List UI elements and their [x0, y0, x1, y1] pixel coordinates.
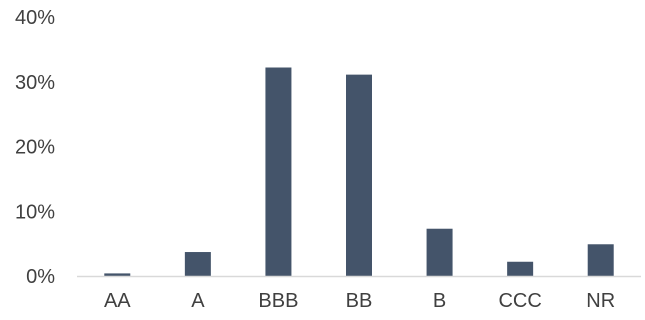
- bar-aa: [104, 273, 131, 276]
- x-tick-label: NR: [586, 290, 615, 312]
- x-tick-label: CCC: [498, 290, 541, 312]
- x-tick-label: BB: [346, 290, 373, 312]
- x-tick-label: B: [433, 290, 446, 312]
- y-tick-label: 20%: [15, 137, 55, 159]
- bar-b: [426, 228, 453, 276]
- y-axis: 0% 10% 20% 30% 40%: [15, 7, 55, 288]
- bars: [104, 67, 614, 276]
- y-tick-label: 40%: [15, 7, 55, 29]
- y-tick-label: 10%: [15, 201, 55, 223]
- y-tick-label: 30%: [15, 72, 55, 94]
- plot-area: [77, 67, 641, 278]
- bar-bbb: [265, 67, 292, 276]
- bar-bb: [346, 74, 372, 276]
- x-tick-label: BBB: [258, 290, 298, 312]
- bar-ccc: [507, 261, 534, 276]
- x-axis: AA A BBB BB B CCC NR: [104, 290, 615, 312]
- y-tick-label: 0%: [26, 266, 55, 288]
- bar-a: [184, 252, 211, 276]
- x-tick-label: AA: [104, 290, 131, 312]
- bar-nr: [587, 244, 614, 276]
- x-tick-label: A: [191, 290, 205, 312]
